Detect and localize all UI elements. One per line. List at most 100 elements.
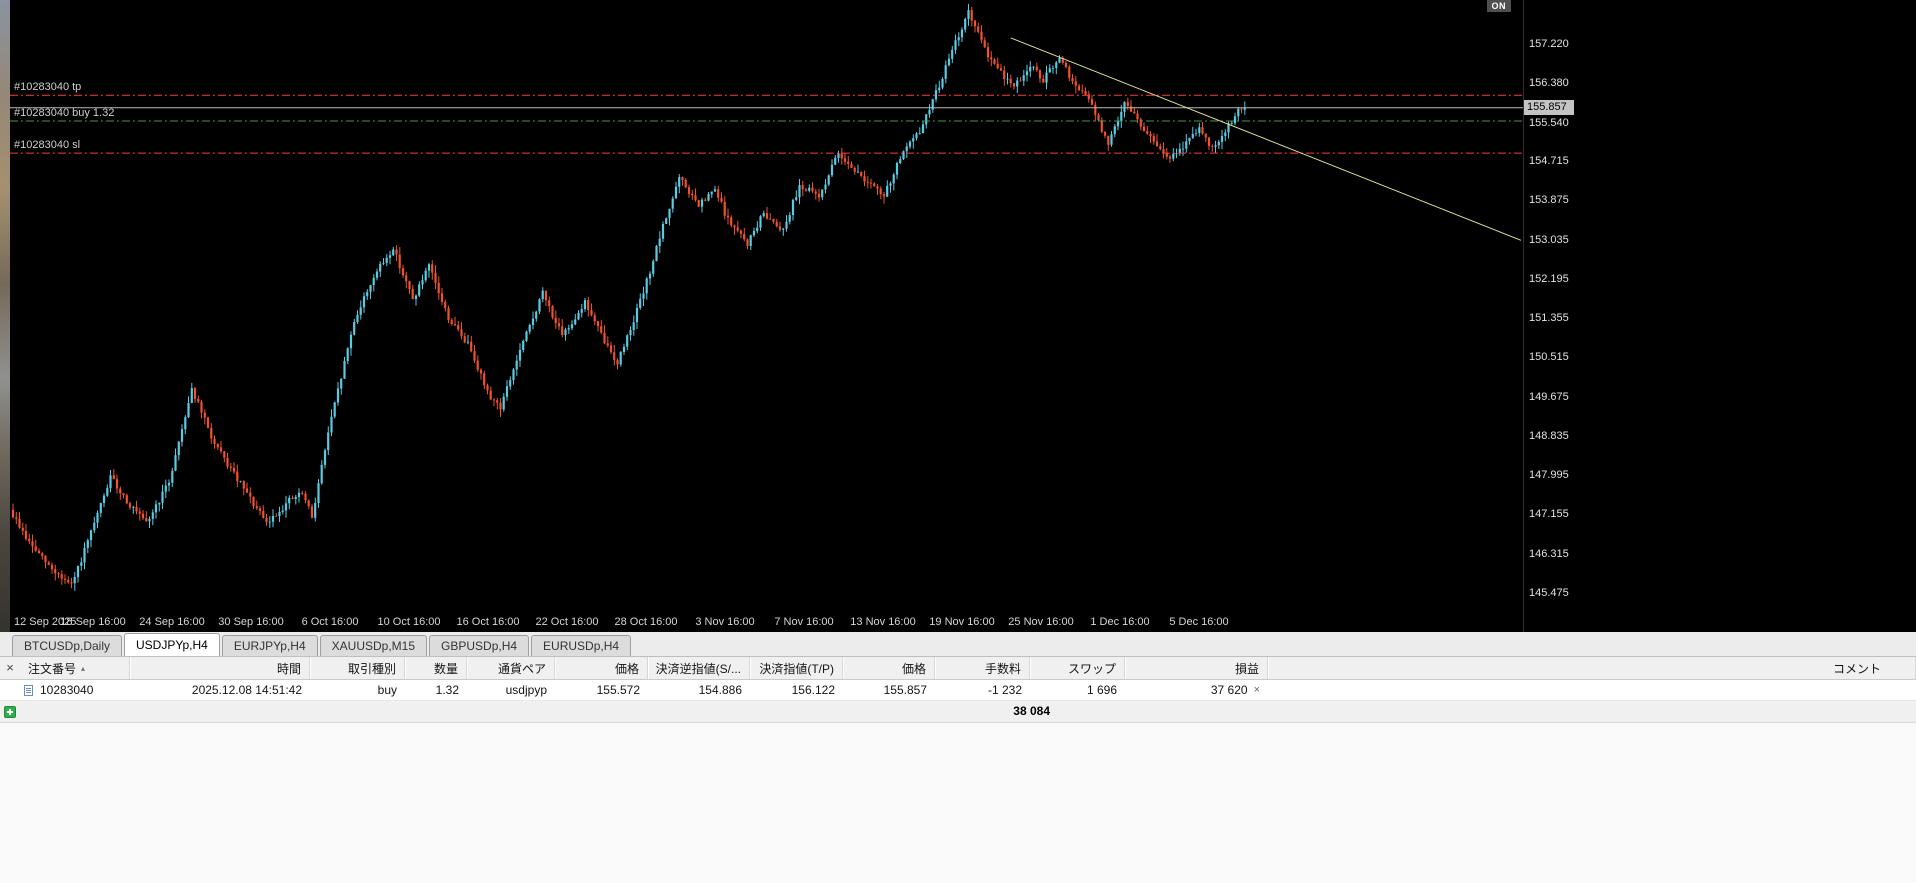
trade-panel-empty-area [0,723,1916,883]
price-axis-label: 153.875 [1529,194,1569,207]
time-axis-label: 28 Oct 16:00 [614,616,678,628]
sort-asc-icon: ▴ [81,663,86,673]
column-header-11[interactable]: 損益 [1125,657,1268,679]
chart-tab-USDJPYp-H4[interactable]: USDJPYp,H4 [124,633,220,656]
time-axis-label: 6 Oct 16:00 [301,616,359,628]
position-icon [24,684,33,696]
chart-tab-EURJPYp-H4[interactable]: EURJPYp,H4 [221,635,318,656]
trade-panel-header: × 注文番号 ▴ 時間 取引種別 数量 通貨ペア 価格 決済逆指値(S/... 決済指値(T/P… [0,657,1916,680]
on-badge[interactable]: ON [1486,0,1511,12]
price-axis-label: 154.715 [1529,155,1569,168]
price-axis-label: 148.835 [1529,429,1569,442]
price-axis-label: 150.515 [1529,351,1569,364]
cell-tp: 156.122 [791,683,835,697]
cell-price_open: 155.572 [596,683,640,697]
column-header-4[interactable]: 通貨ペア [467,657,555,679]
candlestick-chart-svg [10,3,1523,591]
column-header-label: スワップ [1067,661,1116,676]
chart-window: #10283040 tp #10283040 buy 1.32 #1028304… [10,0,1523,632]
time-axis-label: 22 Oct 16:00 [535,616,599,628]
desktop-wallpaper-strip [0,0,10,632]
cell-commission: -1 232 [987,683,1022,697]
column-header-6[interactable]: 決済逆指値(S/... [648,657,750,679]
column-header-label: 決済逆指値(S/... [655,661,741,676]
position-row[interactable]: 10283040 2025.12.08 14:51:42 buy 1.32 usdjpy… [0,680,1916,701]
close-position-button[interactable]: × [1253,684,1260,696]
column-header-label: 時間 [276,661,301,676]
column-header-label: 注文番号 [28,661,77,676]
total-profit: 38 084 [1013,704,1050,718]
time-axis-label: 24 Sep 16:00 [139,616,205,628]
cell-price_current: 155.857 [883,683,927,697]
column-header-label: 数量 [433,661,458,676]
column-header-0[interactable]: 注文番号 ▴ [20,657,130,679]
price-axis-label: 147.155 [1529,508,1569,521]
column-header-12[interactable]: コメント [1268,657,1916,679]
column-header-label: 損益 [1234,661,1259,676]
time-axis-label: 16 Oct 16:00 [456,616,520,628]
chart-tab-XAUUSDp-M15[interactable]: XAUUSDp,M15 [319,635,428,656]
bid-price-badge: 155.857 [1524,99,1574,115]
price-axis-label: 157.220 [1529,37,1569,50]
cell-symbol: usdjpyp [505,683,547,697]
time-axis-label: 25 Nov 16:00 [1008,616,1074,628]
chart-tab-BTCUSDp-Daily[interactable]: BTCUSDp,Daily [12,635,123,656]
chart-tab-EURUSDp-H4[interactable]: EURUSDp,H4 [531,635,632,656]
cell-volume: 1.32 [435,683,459,697]
chart-region: #10283040 tp #10283040 buy 1.32 #1028304… [0,0,1916,632]
price-axis-label: 147.995 [1529,469,1569,482]
sl-line-label[interactable]: #10283040 sl [14,139,81,152]
column-header-label: 価格 [901,661,926,676]
time-axis-label: 19 Nov 16:00 [929,616,995,628]
column-header-7[interactable]: 決済指値(T/P) [750,657,843,679]
time-axis[interactable]: 12 Sep 2025 18 Sep 16:00 24 Sep 16:00 30 Se… [10,612,1523,632]
column-header-label: 取引種別 [347,661,396,676]
column-header-9[interactable]: 手数料 [935,657,1030,679]
price-axis-label: 153.035 [1529,233,1569,246]
column-header-1[interactable]: 時間 [130,657,310,679]
chart-tab-bar: BTCUSDp,Daily USDJPYp,H4 EURJPYp,H4 XAUUSDp… [0,632,1916,657]
close-panel-button[interactable]: × [6,659,14,675]
column-header-label: 決済指値(T/P) [759,661,834,676]
column-header-2[interactable]: 取引種別 [310,657,405,679]
column-header-label: 手数料 [984,661,1021,676]
time-axis-label: 7 Nov 16:00 [774,616,834,628]
column-header-label: 価格 [614,661,639,676]
cell-sl: 154.886 [698,683,742,697]
price-axis-label: 145.475 [1529,586,1569,599]
time-axis-label: 13 Nov 16:00 [850,616,916,628]
time-axis-label: 1 Dec 16:00 [1090,616,1150,628]
time-axis-label: 10 Oct 16:00 [377,616,441,628]
cell-order: 10283040 [0,680,130,700]
column-header-8[interactable]: 価格 [843,657,935,679]
price-axis-label: 151.355 [1529,312,1569,325]
green-plus-icon[interactable] [4,706,16,718]
time-axis-label: 5 Dec 16:00 [1169,616,1229,628]
column-header-label: コメント [1832,661,1881,676]
time-axis-label: 30 Sep 16:00 [218,616,284,628]
price-axis-label: 152.195 [1529,272,1569,285]
totals-row: 38 084 [0,701,1916,723]
cell-comment [1268,680,1916,700]
price-axis-label: 146.315 [1529,547,1569,560]
price-axis-label: 156.380 [1529,77,1569,90]
chart-tab-GBPUSDp-H4[interactable]: GBPUSDp,H4 [429,635,530,656]
column-header-5[interactable]: 価格 [555,657,648,679]
column-header-10[interactable]: スワップ [1030,657,1125,679]
buy-line-label[interactable]: #10283040 buy 1.32 [14,107,115,120]
cell-type: buy [377,683,397,697]
cell-time: 2025.12.08 14:51:42 [191,683,302,697]
time-axis-label: 3 Nov 16:00 [695,616,755,628]
price-axis[interactable]: 155.857 157.220 156.380 155.540 154.715 153.… [1523,0,1916,632]
column-header-3[interactable]: 数量 [405,657,467,679]
price-axis-label: 149.675 [1529,390,1569,403]
time-axis-label: 18 Sep 16:00 [60,616,126,628]
time-axis-label: 12 Sep 2025 [14,616,77,628]
price-chart[interactable]: #10283040 tp #10283040 buy 1.32 #1028304… [10,0,1523,612]
column-header-label: 通貨ペア [497,661,546,676]
price-axis-label: 155.540 [1529,116,1569,129]
cell-swap: 1 696 [1086,683,1117,697]
cell-profit: 37 620 × [1210,683,1260,697]
tp-line-label[interactable]: #10283040 tp [14,81,82,94]
